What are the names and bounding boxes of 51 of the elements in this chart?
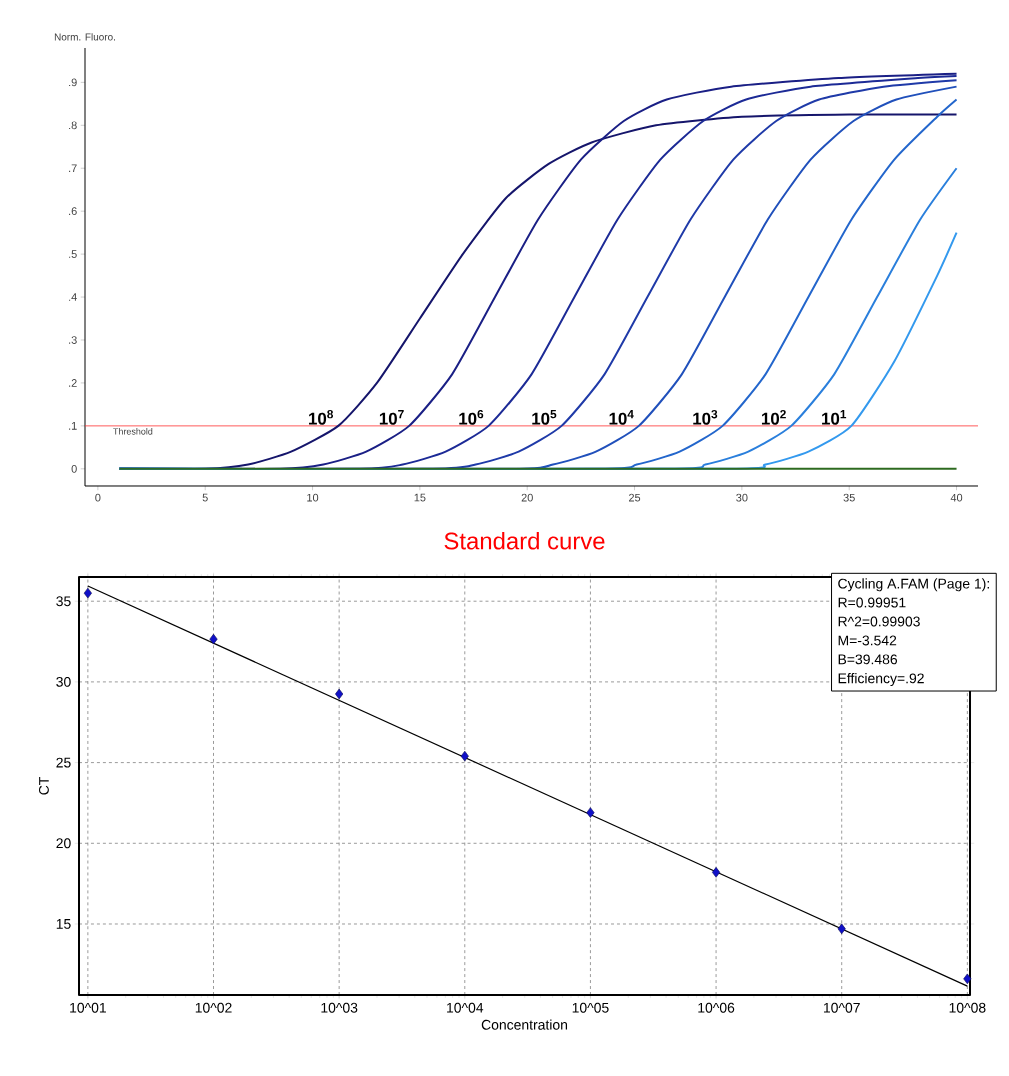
series-label: 10$^{6}$ <box>459 409 484 425</box>
annotation: M=-3.542 <box>838 635 897 646</box>
series-label: 10$^{5}$ <box>532 410 557 425</box>
annotation: R=0.99951 <box>838 597 906 608</box>
y-tick-label: 20 <box>56 838 71 849</box>
x-tick-label: 35 <box>843 493 855 502</box>
annotation: Cycling A.FAM (Page 1): <box>838 578 989 592</box>
y-tick-label: 30 <box>56 676 71 687</box>
x-tick-label: 10^02 <box>195 1002 232 1013</box>
series-label: 10$^{1}$ <box>822 410 847 425</box>
y-axis-title: Norm. Fluoro. <box>54 33 115 41</box>
x-tick-label: 0 <box>95 493 101 502</box>
series-label: 10$^{2}$ <box>761 409 786 425</box>
series-label: 10$^{8}$ <box>309 409 334 425</box>
series-label: 10$^{3}$ <box>693 409 718 425</box>
series-label: 10$^{4}$ <box>609 410 634 425</box>
x-tick-label: 10^04 <box>447 1002 484 1013</box>
y-tick-label: 15 <box>56 919 71 929</box>
y-tick-label: 0 <box>71 464 77 473</box>
x-tick-label: 10^07 <box>823 1002 860 1013</box>
x-tick-label: 10^06 <box>698 1002 735 1013</box>
y-tick-label: .7 <box>69 164 77 172</box>
chart-title: Standard curve <box>444 531 605 550</box>
x-tick-label: 20 <box>521 493 533 502</box>
series-label: 10$^{7}$ <box>379 410 404 425</box>
x-tick-label: 10^08 <box>949 1002 986 1013</box>
x-tick-label: 30 <box>736 493 748 502</box>
x-tick-label: 10^03 <box>321 1002 358 1013</box>
y-tick-label: .1 <box>69 422 77 430</box>
annotation: R^2=0.99903 <box>838 616 920 627</box>
y-tick-label: .2 <box>69 379 77 387</box>
annotation: Efficiency=.92 <box>838 673 924 687</box>
y-tick-label: .5 <box>69 250 77 258</box>
x-tick-label: 10^01 <box>70 1002 106 1013</box>
y-tick-label: 25 <box>56 757 71 768</box>
x-tick-label: 15 <box>414 493 426 502</box>
y-tick-label: .8 <box>69 121 77 130</box>
y-tick-label: 35 <box>56 596 71 607</box>
y-axis-title: CT <box>38 777 49 795</box>
x-tick-label: 5 <box>202 493 208 502</box>
y-tick-label: .3 <box>69 336 77 344</box>
annotation: B=39.486 <box>838 654 898 665</box>
x-tick-label: 25 <box>629 493 641 502</box>
x-tick-label: 10 <box>307 493 319 502</box>
ref-line-label: Threshold <box>113 428 153 435</box>
y-tick-label: .9 <box>69 78 77 87</box>
x-tick-label: 10^05 <box>572 1002 609 1013</box>
y-tick-label: .4 <box>69 293 77 301</box>
x-axis-title: Concentration <box>481 1019 568 1030</box>
x-tick-label: 40 <box>950 493 963 502</box>
y-tick-label: .6 <box>69 207 77 216</box>
